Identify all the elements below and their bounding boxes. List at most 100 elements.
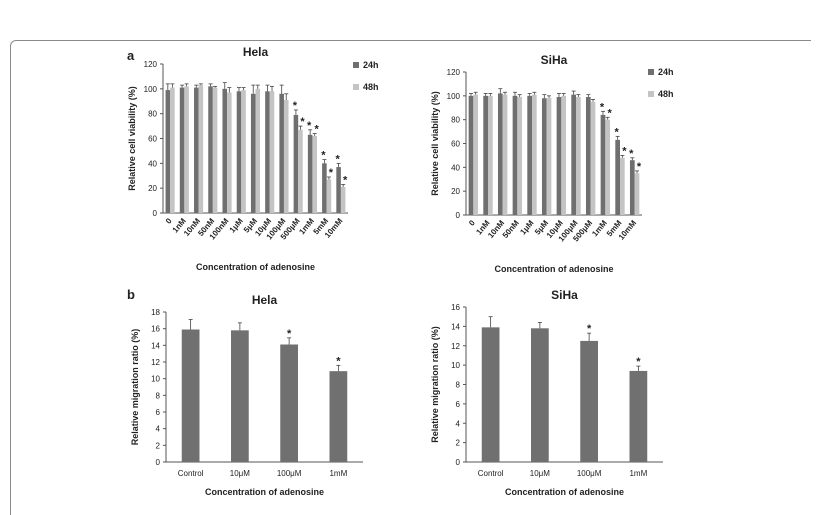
significance-marker: * bbox=[600, 101, 605, 113]
y-tick-label: 12 bbox=[151, 358, 160, 367]
y-tick-label: 80 bbox=[148, 110, 157, 119]
significance-marker: * bbox=[307, 120, 312, 132]
legend-label: 48h bbox=[363, 82, 379, 92]
bar-value bbox=[481, 327, 500, 462]
y-tick-label: 14 bbox=[451, 322, 460, 331]
bar-48h bbox=[590, 101, 596, 215]
significance-marker: * bbox=[587, 323, 592, 335]
bar-24h bbox=[512, 95, 518, 215]
bar-24h bbox=[165, 90, 171, 213]
y-tick-label: 12 bbox=[451, 342, 460, 351]
bar-24h bbox=[208, 86, 213, 213]
significance-marker: * bbox=[293, 100, 298, 112]
y-tick-label: 18 bbox=[151, 308, 160, 317]
figure-frame bbox=[10, 40, 811, 515]
y-tick-label: 60 bbox=[148, 135, 157, 144]
significance-marker: * bbox=[336, 355, 341, 367]
bar-48h bbox=[312, 136, 317, 213]
y-tick-label: 2 bbox=[156, 441, 161, 450]
y-tick-label: 120 bbox=[144, 60, 158, 69]
bar-value bbox=[181, 329, 200, 462]
y-axis-title: Relative migration ratio (%) bbox=[130, 329, 140, 446]
bar-24h bbox=[265, 91, 270, 213]
legend-swatch bbox=[648, 91, 654, 97]
bar-24h bbox=[236, 91, 242, 213]
x-tick-label: Control bbox=[478, 469, 504, 478]
y-axis-title: Relative migration ratio (%) bbox=[430, 326, 440, 443]
significance-marker: * bbox=[608, 107, 613, 119]
bar-value bbox=[580, 340, 598, 462]
y-axis-title: Relative cell viability (%) bbox=[430, 91, 440, 196]
y-tick-label: 0 bbox=[156, 458, 161, 467]
bar-value bbox=[329, 371, 348, 462]
y-tick-label: 10 bbox=[151, 375, 160, 384]
bar-24h bbox=[527, 95, 532, 215]
bar-48h bbox=[227, 92, 232, 213]
chart-title: Hela bbox=[252, 293, 278, 307]
bar-48h bbox=[605, 119, 611, 215]
x-tick-label: 100μM bbox=[277, 469, 302, 478]
chart-title: Hela bbox=[243, 45, 269, 59]
bar-24h bbox=[179, 87, 185, 213]
chart-title: SiHa bbox=[551, 290, 578, 302]
x-tick-label: 10μM bbox=[230, 469, 251, 478]
y-tick-label: 2 bbox=[456, 439, 461, 448]
y-tick-label: 4 bbox=[456, 419, 461, 428]
x-tick-label: 1mM bbox=[629, 469, 647, 478]
x-tick-label: 0 bbox=[164, 216, 174, 226]
y-tick-label: 16 bbox=[451, 303, 460, 312]
y-tick-label: 20 bbox=[148, 184, 157, 193]
significance-marker: * bbox=[636, 356, 641, 368]
significance-marker: * bbox=[637, 161, 642, 173]
legend-swatch bbox=[353, 84, 359, 90]
x-axis-title: Concentration of adenosine bbox=[205, 487, 324, 497]
legend-label: 48h bbox=[658, 89, 674, 99]
bar-48h bbox=[517, 97, 523, 215]
y-tick-label: 8 bbox=[456, 381, 461, 390]
significance-marker: * bbox=[321, 150, 326, 162]
bar-48h bbox=[502, 94, 508, 215]
bar-24h bbox=[322, 163, 327, 213]
significance-marker: * bbox=[329, 167, 334, 179]
bar-48h bbox=[255, 88, 261, 213]
bar-24h bbox=[307, 134, 313, 213]
x-tick-label: 100μM bbox=[577, 469, 602, 478]
bar-24h bbox=[483, 95, 488, 215]
x-axis-title: Concentration of adenosine bbox=[196, 262, 315, 272]
siha-migration-chart: SiHa 0 2 4 6 8 10 12 14 16 Relative migration rati… bbox=[430, 290, 663, 497]
y-tick-label: 20 bbox=[451, 187, 460, 196]
bar-value bbox=[280, 344, 298, 462]
x-tick-label: 1μM bbox=[228, 216, 245, 234]
significance-marker: * bbox=[629, 148, 634, 160]
bar-24h bbox=[600, 114, 606, 215]
bar-24h bbox=[194, 87, 199, 213]
bar-48h bbox=[340, 186, 346, 213]
legend-swatch bbox=[648, 69, 654, 75]
hela-viability-chart: Hela 0 20 40 60 80 100 120 Relative cell viabili… bbox=[127, 45, 379, 272]
bar-48h bbox=[283, 100, 289, 213]
significance-marker: * bbox=[315, 124, 320, 136]
significance-marker: * bbox=[615, 126, 620, 138]
bar-48h bbox=[198, 85, 204, 213]
bar-48h bbox=[473, 94, 479, 215]
significance-marker: * bbox=[343, 174, 348, 186]
bar-48h bbox=[184, 86, 189, 213]
x-tick-label: 1mM bbox=[590, 218, 609, 238]
legend-swatch bbox=[353, 62, 359, 68]
bar-48h bbox=[170, 87, 175, 213]
x-tick-label: 10μM bbox=[530, 469, 551, 478]
bar-24h bbox=[541, 98, 547, 215]
y-tick-label: 40 bbox=[451, 163, 460, 172]
bar-value bbox=[231, 330, 249, 462]
bar-24h bbox=[468, 95, 474, 215]
y-tick-label: 100 bbox=[144, 85, 158, 94]
bar-48h bbox=[546, 98, 552, 215]
panel-label-b: b bbox=[127, 287, 135, 302]
chart-title: SiHa bbox=[541, 53, 568, 67]
x-tick-label: Control bbox=[178, 469, 204, 478]
y-axis-title: Relative cell viability (%) bbox=[127, 86, 137, 191]
legend-label: 24h bbox=[363, 60, 379, 70]
bar-24h bbox=[497, 93, 503, 215]
y-tick-label: 6 bbox=[156, 408, 161, 417]
legend-label: 24h bbox=[658, 67, 674, 77]
